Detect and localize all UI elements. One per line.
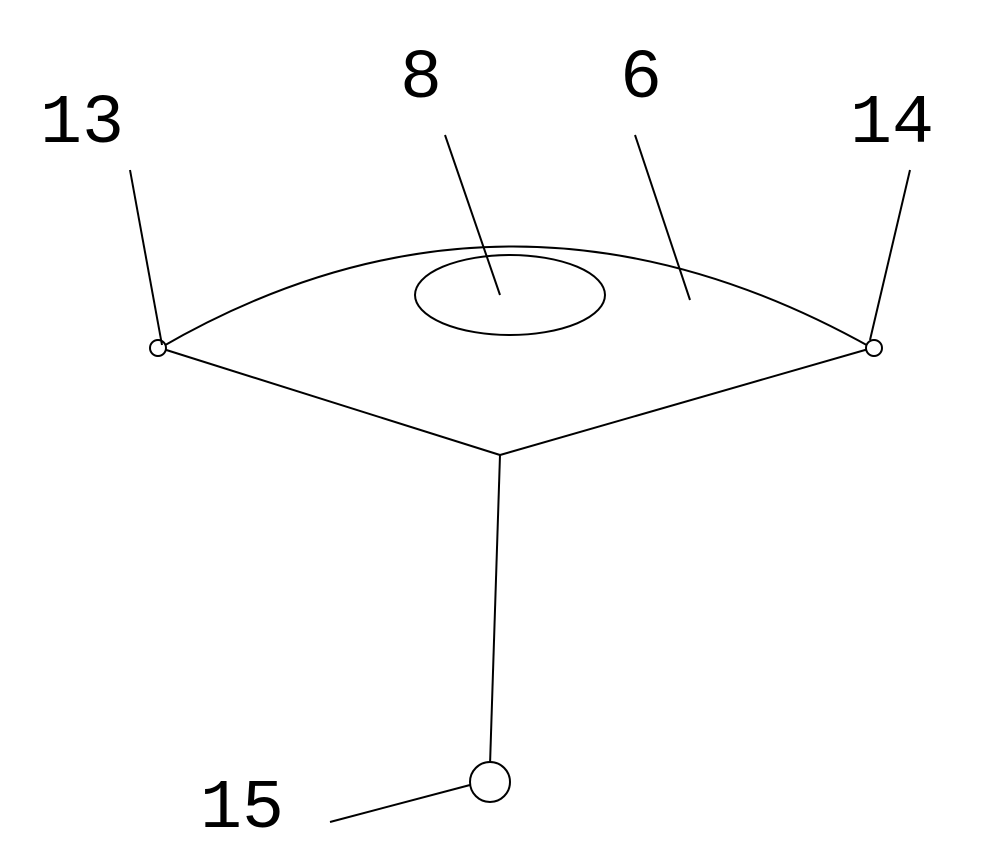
lower-right-edge	[500, 348, 872, 455]
pointer-from13	[130, 170, 162, 345]
label-15: 15	[200, 770, 284, 849]
corner-circle-right	[866, 340, 882, 356]
pointer-from15	[330, 785, 470, 822]
label-13: 13	[40, 85, 124, 164]
pointer-from6	[635, 135, 690, 300]
bottom-circle	[470, 762, 510, 802]
pointer-from8	[445, 135, 500, 295]
label-8: 8	[400, 40, 442, 119]
label-6: 6	[620, 40, 662, 119]
top-arc	[160, 247, 872, 349]
stem	[490, 455, 500, 765]
label-14: 14	[850, 85, 934, 164]
lower-left-edge	[160, 348, 500, 455]
center-hole	[415, 255, 605, 335]
corner-circle-left	[150, 340, 166, 356]
pointer-from14	[870, 170, 910, 340]
